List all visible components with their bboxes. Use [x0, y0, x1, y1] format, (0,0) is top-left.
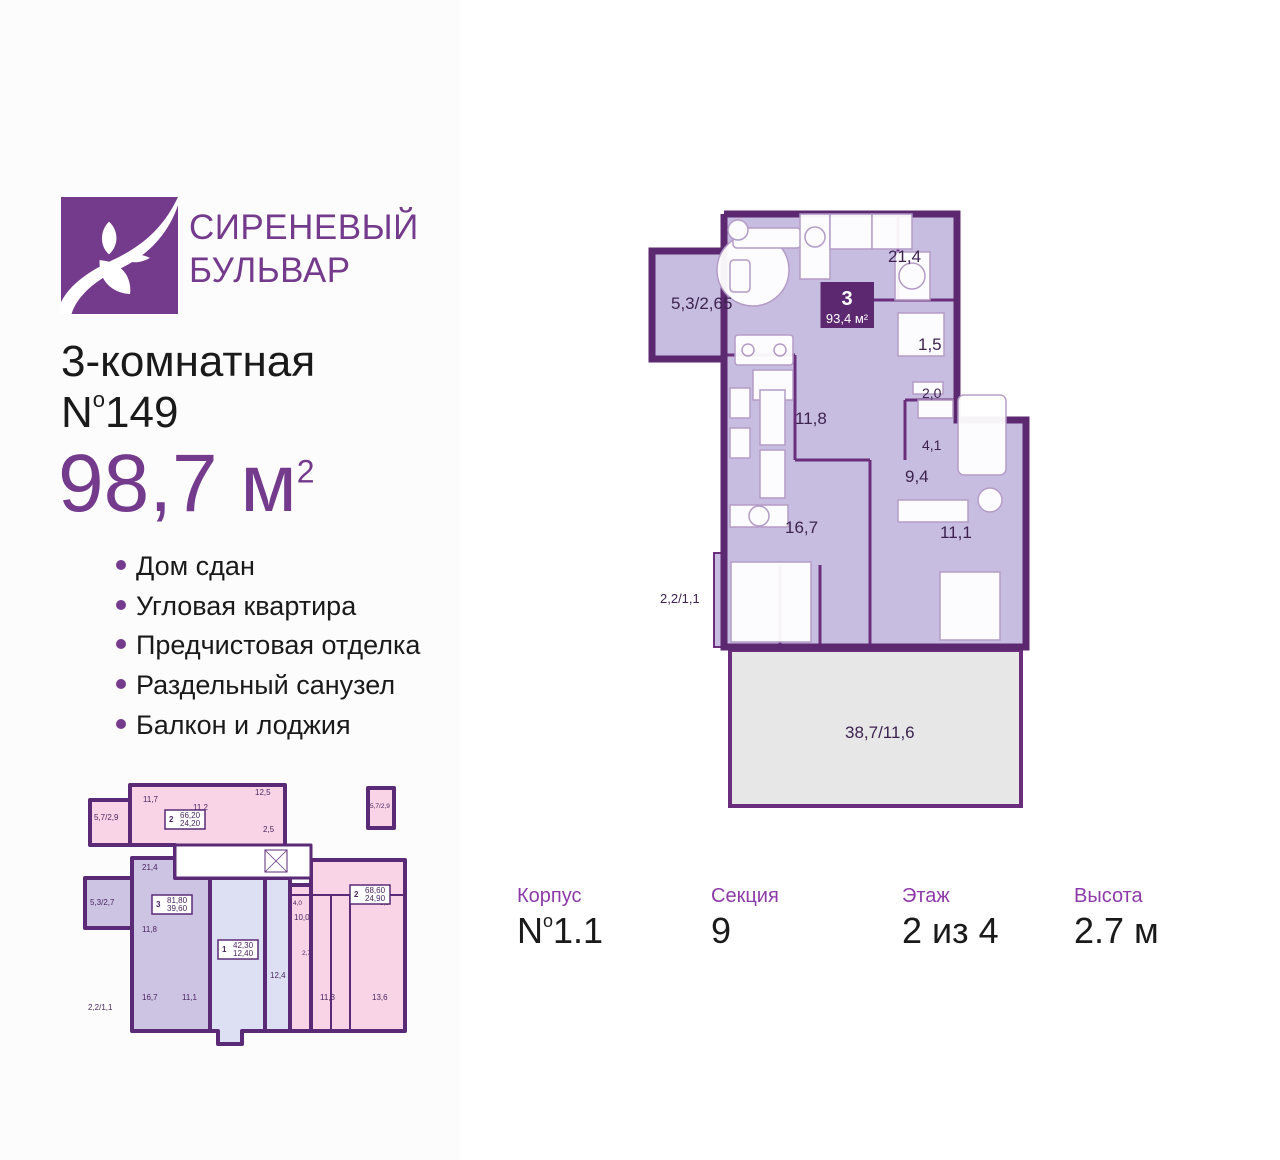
svg-text:5,3/2,7: 5,3/2,7	[90, 898, 115, 907]
svg-text:2,0: 2,0	[922, 385, 942, 401]
svg-text:4,1: 4,1	[922, 437, 942, 453]
svg-text:5,7/2,9: 5,7/2,9	[370, 803, 390, 810]
svg-text:2,7: 2,7	[302, 950, 311, 957]
svg-text:24,20: 24,20	[180, 819, 201, 828]
svg-text:2,5: 2,5	[263, 825, 275, 834]
svg-text:9,4: 9,4	[905, 467, 929, 486]
svg-text:16,7: 16,7	[142, 993, 158, 1002]
svg-text:3: 3	[156, 900, 161, 909]
svg-text:93,4 м²: 93,4 м²	[826, 311, 869, 326]
svg-text:21,4: 21,4	[888, 247, 921, 266]
svg-text:2: 2	[354, 890, 359, 899]
svg-text:5,3/2,65: 5,3/2,65	[671, 294, 732, 313]
svg-text:21,4: 21,4	[142, 863, 158, 872]
svg-text:39,60: 39,60	[167, 904, 188, 913]
svg-text:11,8: 11,8	[795, 409, 827, 428]
svg-text:2: 2	[169, 815, 174, 824]
svg-text:12,4: 12,4	[270, 971, 286, 980]
svg-text:10,0: 10,0	[294, 913, 310, 922]
svg-text:2,2/1,1: 2,2/1,1	[660, 591, 700, 606]
svg-text:11,1: 11,1	[940, 523, 972, 542]
svg-text:12,5: 12,5	[255, 788, 271, 797]
svg-text:1: 1	[222, 945, 227, 954]
svg-text:38,7/11,6: 38,7/11,6	[845, 723, 915, 742]
svg-text:1,5: 1,5	[918, 335, 942, 354]
svg-text:16,7: 16,7	[785, 518, 818, 537]
svg-text:4,0: 4,0	[293, 900, 302, 907]
svg-text:3: 3	[841, 288, 852, 310]
svg-text:11,7: 11,7	[143, 795, 159, 804]
svg-text:2,2/1,1: 2,2/1,1	[88, 1003, 113, 1012]
svg-text:13,6: 13,6	[372, 993, 388, 1002]
svg-text:11,8: 11,8	[142, 925, 158, 934]
svg-text:12,40: 12,40	[233, 949, 254, 958]
svg-text:24,90: 24,90	[365, 894, 386, 903]
svg-text:5,7/2,9: 5,7/2,9	[94, 813, 119, 822]
svg-text:11,3: 11,3	[320, 993, 336, 1002]
svg-text:11,1: 11,1	[182, 993, 198, 1002]
